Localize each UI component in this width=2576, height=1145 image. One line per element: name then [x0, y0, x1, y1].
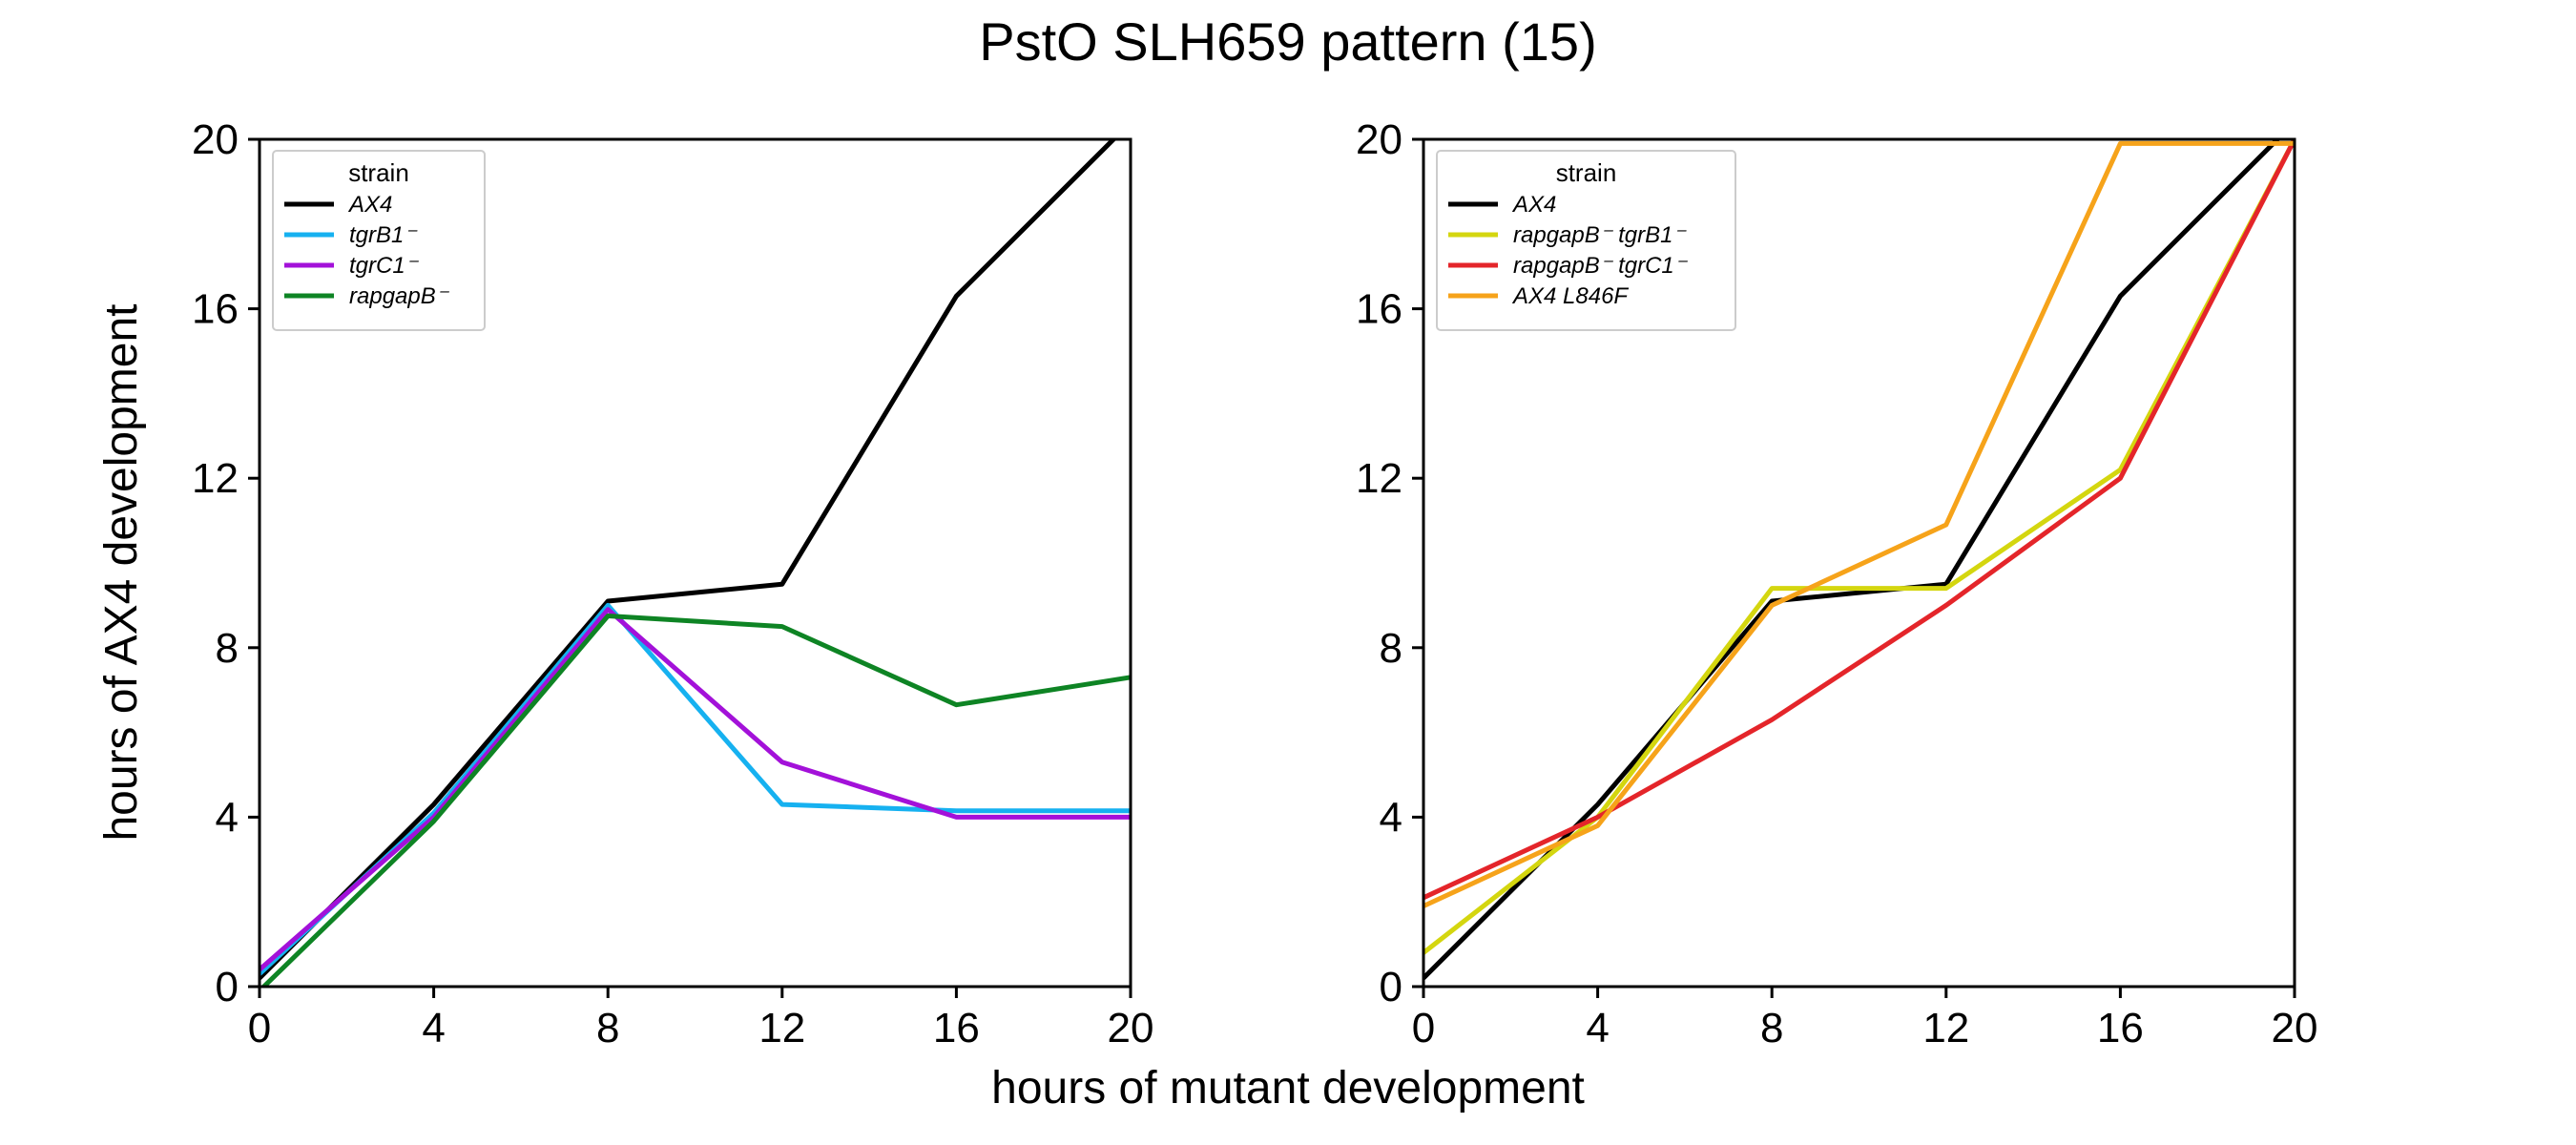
x-tick-label: 0 — [248, 1005, 271, 1051]
y-tick-label: 16 — [192, 286, 239, 333]
axes-frame — [258, 137, 1132, 989]
y-tick-label: 8 — [1380, 625, 1402, 672]
series-line-4 — [1423, 140, 2295, 908]
y-tick-label: 0 — [216, 964, 239, 1010]
y-tick-label: 4 — [216, 794, 239, 841]
legend-entry: AX4 — [1511, 192, 1556, 218]
y-tick-label: 20 — [1356, 116, 1402, 163]
legend-frame — [1436, 150, 1736, 331]
y-tick-label: 16 — [1356, 286, 1402, 333]
x-tick-label: 20 — [1108, 1005, 1154, 1051]
left-panel: 0 4 8 12 16 20 0 4 8 12 16 20 strain AX4 tgrB1⁻ tgrC1⁻ r… — [192, 116, 1153, 1051]
legend-entry: tgrB1⁻ — [349, 222, 418, 248]
legend-title: strain — [1556, 158, 1617, 187]
x-tick-label: 0 — [1412, 1005, 1435, 1051]
series-line-4 — [260, 614, 1131, 987]
x-axis-label: hours of mutant development — [991, 1063, 1585, 1114]
x-tick-label: 8 — [596, 1005, 619, 1051]
series-line-3 — [1423, 139, 2295, 901]
series-line-2 — [260, 602, 1131, 976]
legend-entry: tgrC1⁻ — [349, 253, 420, 279]
plot-area — [1423, 139, 2295, 980]
y-tick-label: 20 — [192, 116, 239, 163]
axes-frame — [1422, 137, 2296, 989]
x-tick-label: 4 — [422, 1005, 445, 1051]
x-tick-label: 16 — [2097, 1005, 2144, 1051]
legend-entry: rapgapB⁻ tgrB1⁻ — [1513, 222, 1687, 248]
legend-title: strain — [348, 158, 409, 187]
x-tick-label: 20 — [2272, 1005, 2318, 1051]
y-tick-label: 0 — [1380, 964, 1402, 1010]
series-line-1 — [1423, 139, 2281, 980]
chart-title: PstO SLH659 pattern (15) — [979, 11, 1596, 72]
legend-entry: rapgapB⁻ tgrC1⁻ — [1513, 253, 1689, 279]
series-line-1 — [260, 139, 1117, 980]
x-tick-label: 4 — [1586, 1005, 1609, 1051]
y-tick-label: 8 — [216, 625, 239, 672]
x-tick-label: 16 — [933, 1005, 980, 1051]
legend-frame — [272, 150, 486, 331]
y-tick-label: 12 — [1356, 455, 1402, 502]
x-tick-label: 12 — [1922, 1005, 1969, 1051]
y-axis-label: hours of AX4 development — [96, 303, 147, 841]
legend-entry: AX4 — [347, 192, 392, 218]
series-line-3 — [260, 607, 1131, 972]
x-tick-label: 8 — [1760, 1005, 1783, 1051]
legend-entry: AX4 L846F — [1511, 283, 1629, 309]
legend-entry: rapgapB⁻ — [349, 283, 450, 309]
y-tick-label: 12 — [192, 455, 239, 502]
legend: strain AX4 tgrB1⁻ tgrC1⁻ rapgapB⁻ — [272, 150, 486, 331]
x-tick-label: 12 — [758, 1005, 805, 1051]
y-tick-label: 4 — [1380, 794, 1402, 841]
plot-area — [260, 139, 1131, 987]
